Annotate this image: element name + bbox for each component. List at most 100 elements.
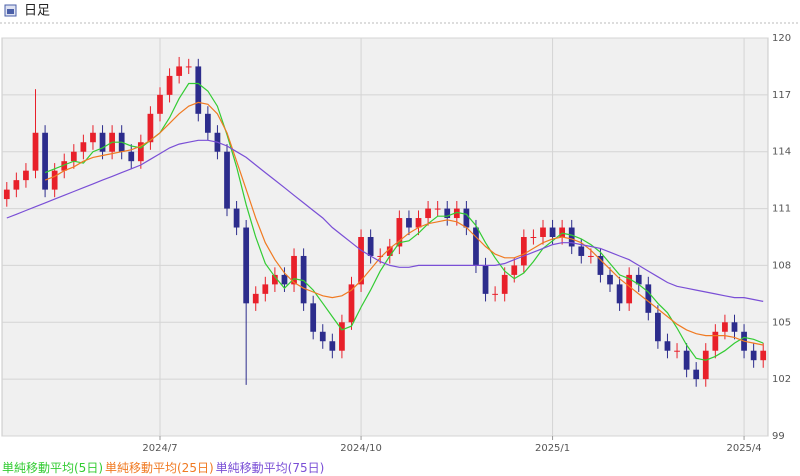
y-tick-label: 108 <box>772 260 791 271</box>
y-tick-label: 102 <box>772 374 791 385</box>
candle-body <box>425 208 431 219</box>
legend: 単純移動平均(5日) 単純移動平均(25日) 単純移動平均(75日) <box>2 459 326 476</box>
candle-body <box>453 208 460 219</box>
candle-body <box>511 265 518 275</box>
candle-body <box>406 218 412 228</box>
chart-title: 日足 <box>24 4 50 19</box>
candle-body <box>224 151 230 209</box>
legend-entry: 単純移動平均(25日) <box>105 461 214 475</box>
candle-body <box>635 274 642 285</box>
y-tick-label: 99 <box>772 431 785 442</box>
y-tick-label: 111 <box>772 204 791 215</box>
candle-body <box>396 218 403 247</box>
candle-body <box>415 218 422 228</box>
x-tick-label: 2024/10 <box>340 443 382 454</box>
candle-body <box>616 284 623 304</box>
candle-body <box>61 161 68 171</box>
candle-body <box>377 255 384 257</box>
candle-body <box>329 341 336 351</box>
x-tick-label: 2025/4 <box>726 443 761 454</box>
y-tick-label: 117 <box>772 90 791 101</box>
candle-body <box>42 132 48 190</box>
candle-body <box>750 350 757 361</box>
candle-body <box>157 94 163 114</box>
candle-body <box>32 132 39 171</box>
candle-body <box>252 293 259 304</box>
candle-body <box>501 274 508 294</box>
candle-body <box>90 132 96 143</box>
candle-body <box>367 237 374 256</box>
candle-body <box>281 274 288 285</box>
candle-body <box>674 350 680 352</box>
candle-body <box>176 66 183 76</box>
y-tick-label: 105 <box>772 317 791 328</box>
candle-body <box>722 322 728 332</box>
candle-body <box>702 350 709 380</box>
candle-body <box>693 369 700 380</box>
candle-body <box>520 237 527 266</box>
candle-body <box>358 237 364 285</box>
candle-body <box>645 284 652 313</box>
candle-body <box>128 151 135 162</box>
y-tick-label: 114 <box>772 147 791 158</box>
plot-area <box>1 37 769 437</box>
candle-body <box>463 208 470 228</box>
candle-body <box>597 255 604 275</box>
candle-body <box>3 189 10 200</box>
candle-body <box>348 284 355 323</box>
candle-body <box>272 274 278 285</box>
candle-body <box>339 322 345 351</box>
candle-body <box>549 227 556 237</box>
candle-body <box>683 350 690 370</box>
candle-body <box>626 274 633 304</box>
candle-body <box>444 208 451 219</box>
chart: 日足 99 102 105 108 111 114 117 120 2024/7 2024/10 2… <box>0 4 800 454</box>
ma-line <box>6 139 764 302</box>
candle-body <box>310 303 317 332</box>
candle-body <box>664 341 671 351</box>
candle-body <box>492 293 498 295</box>
candle-body <box>147 113 154 143</box>
ma-line <box>44 82 764 361</box>
candle-body <box>559 227 566 237</box>
x-tick-label: 2025/1 <box>535 443 570 454</box>
candle-body <box>540 227 546 237</box>
candle-body <box>185 66 192 68</box>
header-icon-inner <box>7 9 14 14</box>
candle-body <box>137 142 144 162</box>
candle-body <box>434 208 441 210</box>
candle-body <box>243 227 250 304</box>
y-tick-label: 120 <box>772 33 791 44</box>
candle-body <box>386 246 393 256</box>
candle-body <box>23 170 29 181</box>
candle-body <box>262 284 269 294</box>
candle-body <box>712 331 719 351</box>
candle-body <box>731 322 738 332</box>
candle-body <box>204 113 211 133</box>
candle-body <box>655 312 661 342</box>
legend-entry: 単純移動平均(75日) <box>215 461 325 475</box>
candle-body <box>319 331 326 342</box>
candle-body <box>760 350 767 361</box>
candle-body <box>51 170 58 190</box>
candle-body <box>13 180 20 190</box>
candle-body <box>195 66 202 114</box>
candle-body <box>233 208 240 228</box>
candle-body <box>291 255 297 285</box>
candle-body <box>70 151 77 162</box>
candle-body <box>530 237 537 238</box>
candle-body <box>166 75 173 95</box>
candle-body <box>300 255 307 304</box>
ma-line <box>44 101 764 346</box>
x-tick-label: 2024/7 <box>142 443 177 454</box>
candle-body <box>482 265 489 294</box>
candle-body <box>473 227 479 266</box>
candle-body <box>99 132 106 152</box>
candle-body <box>607 274 613 285</box>
candle-body <box>578 246 585 256</box>
legend-entry: 単純移動平均(5日) <box>2 461 103 475</box>
candle-body <box>80 142 87 152</box>
candle-body <box>587 255 594 257</box>
candle-body <box>568 227 575 247</box>
